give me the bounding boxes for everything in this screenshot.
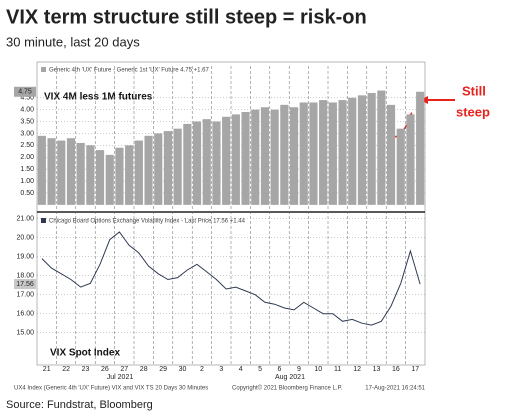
x-tick-label: 22 <box>62 366 70 373</box>
bar <box>66 138 76 205</box>
bar <box>328 102 337 205</box>
bar <box>144 135 153 205</box>
x-tick-label: 4 <box>239 366 243 373</box>
month-label: Jul 2021 <box>107 374 134 381</box>
y-tick-label: 17.00 <box>16 292 34 299</box>
chart-title: VIX term structure still steep = risk-on <box>6 6 367 28</box>
bar <box>76 142 85 205</box>
month-label: Aug 2021 <box>275 374 305 381</box>
y-tick-label: 21.00 <box>16 216 34 223</box>
x-tick-label: 12 <box>353 366 361 373</box>
bar <box>212 121 221 205</box>
x-tick-label: 3 <box>219 366 223 373</box>
x-tick-label: 9 <box>297 366 301 373</box>
bar <box>416 91 425 205</box>
last-price-box <box>14 86 36 97</box>
y-tick-label: 15.00 <box>16 330 34 337</box>
x-tick-label: 16 <box>392 366 400 373</box>
source: Source: Fundstrat, Bloomberg <box>6 399 153 411</box>
x-tick-label: 13 <box>373 366 381 373</box>
y-tick-label: 0.50 <box>20 190 34 197</box>
bar <box>57 140 66 205</box>
footer: UX4 Index (Generic 4th 'UX' Future) VIX … <box>14 386 208 392</box>
bar <box>134 140 143 205</box>
bar <box>251 109 260 205</box>
annotation: VIX Spot Index <box>50 348 120 359</box>
x-tick-label: 10 <box>314 366 322 373</box>
bar <box>105 154 114 205</box>
bar <box>47 138 56 205</box>
bar <box>319 100 328 205</box>
bar <box>280 104 289 205</box>
legend-label: Chicago Board Options Exchange Volatilit… <box>49 219 246 225</box>
footer: 17-Aug-2021 16:24:51 <box>365 386 425 392</box>
bar <box>86 145 95 205</box>
y-tick-label: 3.00 <box>20 130 34 137</box>
legend-swatch <box>41 218 46 223</box>
y-tick-label: 2.00 <box>20 154 34 161</box>
x-tick-label: 27 <box>120 366 128 373</box>
bar <box>231 114 240 205</box>
bar <box>222 116 231 205</box>
legend-label: Generic 4th 'UX' Future - Generic 1st 'U… <box>49 68 209 74</box>
x-tick-label: 6 <box>278 366 282 373</box>
x-tick-label: 21 <box>43 366 51 373</box>
y-tick-label: 18.00 <box>16 273 34 280</box>
y-tick-label: 19.00 <box>16 254 34 261</box>
bar <box>348 97 357 205</box>
bar <box>260 107 270 205</box>
x-tick-label: 23 <box>82 366 90 373</box>
bar <box>115 147 124 205</box>
y-tick-label: 20.00 <box>16 235 34 242</box>
last-price-label: 4.75 <box>18 89 32 96</box>
bar <box>202 119 211 205</box>
x-tick-label: 26 <box>101 366 109 373</box>
bar <box>95 150 105 205</box>
bar <box>192 121 202 205</box>
y-tick-label: 1.00 <box>20 178 34 185</box>
callout: steep <box>456 104 490 119</box>
x-tick-label: 30 <box>179 366 187 373</box>
line <box>41 231 421 326</box>
footer: Copyright© 2021 Bloomberg Finance L.P. <box>232 385 343 392</box>
legend-swatch <box>41 67 46 72</box>
y-tick-label: 2.50 <box>20 142 34 149</box>
bar <box>241 112 250 205</box>
bar <box>357 95 367 205</box>
bar <box>270 109 279 205</box>
bar <box>299 102 308 205</box>
bar <box>37 135 46 205</box>
x-tick-label: 5 <box>258 366 262 373</box>
bar <box>386 104 396 205</box>
bar <box>377 90 386 205</box>
bar <box>289 107 299 205</box>
bar <box>163 131 173 205</box>
bar <box>367 92 376 205</box>
bar <box>154 133 163 205</box>
y-tick-label: 1.50 <box>20 166 34 173</box>
y-tick-label: 16.00 <box>16 311 34 318</box>
annotation: VIX 4M less 1M futures <box>44 92 153 103</box>
bar <box>183 123 192 205</box>
x-tick-label: 28 <box>140 366 148 373</box>
x-tick-label: 2 <box>200 366 204 373</box>
callout: Still <box>462 83 486 98</box>
last-price-label: 17.56 <box>16 281 34 288</box>
bar <box>125 145 134 205</box>
x-tick-label: 17 <box>411 366 419 373</box>
y-tick-label: 4.50 <box>20 95 34 102</box>
y-tick-label: 3.50 <box>20 118 34 125</box>
bar <box>173 128 182 205</box>
y-tick-label: 4.00 <box>20 106 34 113</box>
x-tick-label: 11 <box>334 366 341 373</box>
x-tick-label: 29 <box>159 366 167 373</box>
bar <box>396 128 405 205</box>
bar <box>309 102 318 205</box>
bar <box>338 100 347 205</box>
last-price-box <box>14 279 36 290</box>
bar <box>406 114 415 205</box>
chart-subtitle: 30 minute, last 20 days <box>6 34 140 49</box>
